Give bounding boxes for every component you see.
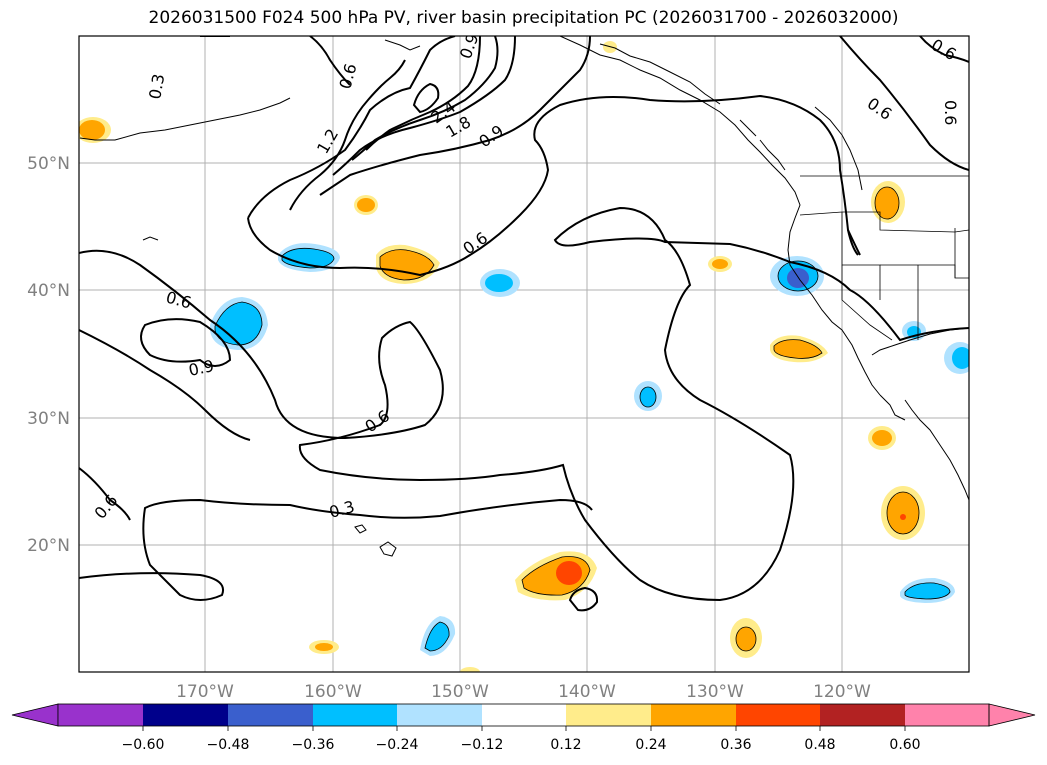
colorbar-tick-label: −0.24 [376,737,419,753]
lat-label: 20°N [27,536,70,556]
precip-blob [787,268,809,288]
pv-contours [79,36,969,612]
colorbar-segment [820,704,905,726]
colorbar-tick-label: 0.60 [889,737,920,753]
lat-label: 30°N [27,409,70,429]
precip-blob [774,339,822,359]
colorbar-segment [482,704,566,726]
colorbar-extend-low [11,703,59,727]
lat-label: 40°N [27,281,70,301]
state-borders [799,175,969,341]
map-frame [78,35,970,673]
precip-blob [872,430,892,446]
precip-blob [282,248,334,268]
precip-blob [905,582,950,599]
colorbar-segment [736,704,820,726]
longitude-labels: 170°W 160°W 150°W 140°W 130°W 120°W [176,682,871,702]
precip-blob [485,274,513,292]
colorbar-outline [57,703,990,727]
colorbar-segment [58,704,143,726]
colorbar-segment [566,704,651,726]
lon-label: 130°W [686,682,744,702]
precip-blob [556,561,582,585]
colorbar-segment [313,704,397,726]
precip-blob [357,198,375,212]
precip-blob [736,627,756,651]
precip-blob [380,249,434,280]
precip-blob [460,667,480,672]
colorbar-tick-label: 0.36 [720,737,751,753]
precip-blob [900,514,906,520]
contour-label: 0.3 [145,72,168,100]
colorbar: −0.60 −0.48 −0.36 −0.24 −0.12 0.12 0.24 … [11,703,1036,753]
colorbar-segment [228,704,313,726]
lat-label: 50°N [27,154,70,174]
precip-blob [640,387,656,407]
contour-label: 0.6 [941,100,960,125]
precip-blob [952,347,969,369]
precip-blob [215,302,262,345]
colorbar-tick-label: 0.12 [550,737,581,753]
map-title: 2026031500 F024 500 hPa PV, river basin … [148,8,899,28]
colorbar-tick-label: −0.36 [292,737,335,753]
colorbar-tick-label: −0.12 [461,737,504,753]
colorbar-tick-label: 0.24 [635,737,666,753]
precip-blob [887,492,919,534]
precip-blob [875,187,899,219]
colorbar-extend-high [988,703,1036,727]
colorbar-tick-label: 0.48 [804,737,835,753]
colorbar-segment [143,704,228,726]
precip-blob [315,643,333,651]
lon-label: 160°W [304,682,362,702]
lon-label: 170°W [176,682,234,702]
colorbar-tick-label: −0.60 [122,737,165,753]
lon-label: 120°W [813,682,871,702]
colorbar-segment [905,704,989,726]
colorbar-ticks [142,726,906,731]
precip-blob [79,120,105,140]
precip-blob [425,622,450,651]
colorbar-tick-label: −0.48 [207,737,250,753]
contour-label: 0.9 [187,356,216,380]
lon-label: 150°W [431,682,489,702]
precip-blob [712,259,728,269]
colorbar-segment [651,704,736,726]
latitude-labels: 50°N 40°N 30°N 20°N [27,154,70,556]
lon-label: 140°W [558,682,616,702]
colorbar-segment [397,704,482,726]
